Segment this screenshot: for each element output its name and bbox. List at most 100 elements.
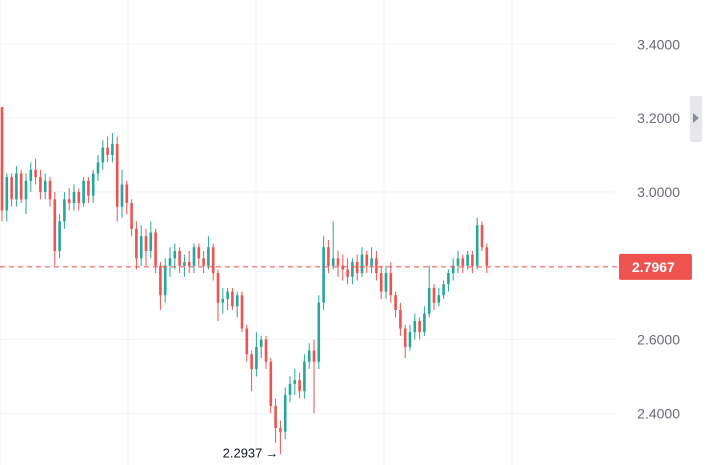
candle-body (250, 354, 253, 370)
candle-body (384, 273, 388, 292)
candle-body (403, 328, 407, 347)
candle-body (63, 199, 66, 222)
candle-body (365, 254, 369, 266)
candle-body (456, 258, 460, 266)
candle-body (379, 273, 383, 292)
candle-body (360, 254, 364, 274)
candle-body (259, 339, 263, 347)
candle-body (130, 202, 133, 229)
candle-body (34, 169, 37, 178)
candle-body (168, 258, 172, 266)
candle-body (72, 191, 76, 203)
candle-body (149, 232, 153, 251)
candle-body (101, 147, 105, 163)
candle-body (115, 143, 119, 207)
candle-body (322, 247, 325, 303)
candle-body (240, 295, 244, 329)
candle-body (192, 247, 196, 266)
candle-body (427, 287, 431, 314)
candle-body (341, 265, 345, 270)
candle-body (154, 232, 157, 266)
candle-body (451, 265, 455, 274)
grid-lines (0, 0, 615, 465)
candle-body (269, 361, 273, 406)
candle-body (394, 295, 397, 310)
candle-body (475, 225, 479, 266)
candle-body (43, 180, 47, 192)
candle-body (67, 199, 71, 203)
low-marker-arrow-icon: → (265, 446, 278, 461)
candle-body (442, 284, 445, 296)
candle-body (15, 173, 18, 200)
candle-body (264, 339, 268, 362)
candle-body (274, 405, 277, 429)
candle-body (139, 236, 143, 259)
candle-body (202, 258, 205, 266)
price-axis: 3.4000 3.2000 3.0000 2.6000 2.4000 (637, 36, 680, 421)
candle-body (375, 258, 378, 274)
candle-body (413, 321, 417, 333)
candle-body (135, 228, 138, 259)
candle-body (351, 262, 354, 277)
candle-body (221, 298, 225, 303)
candle-body (466, 254, 469, 266)
candle-body (317, 302, 321, 362)
candles (0, 107, 489, 454)
candle-body (255, 346, 258, 370)
candle-body (187, 262, 191, 266)
candle-body (144, 236, 148, 251)
candle-body (163, 265, 167, 296)
chevron-right-icon (693, 113, 699, 123)
candle-body (19, 173, 23, 200)
candle-body (231, 291, 234, 307)
candle-body (399, 310, 402, 329)
candle-body (480, 225, 484, 248)
candle-body (125, 184, 129, 203)
y-tick-label: 2.6000 (637, 332, 680, 348)
candle-body (106, 147, 109, 155)
y-tick-label: 2.4000 (637, 405, 680, 421)
candle-body (211, 247, 215, 274)
candle-body (437, 295, 441, 303)
candle-body (336, 258, 340, 266)
candle-body (58, 221, 61, 251)
candle-body (82, 180, 85, 203)
candle-body (418, 321, 421, 333)
candle-body (432, 287, 436, 303)
candle-body (178, 250, 181, 266)
candle-body (0, 107, 4, 211)
candle-body (447, 273, 450, 285)
candle-body (226, 291, 229, 299)
price-scale-toggle[interactable] (690, 96, 702, 142)
candle-body (48, 180, 52, 200)
candle-body (53, 199, 57, 251)
candle-body (283, 394, 287, 432)
candle-body (29, 169, 33, 181)
candle-body (389, 273, 393, 296)
candle-body (471, 254, 474, 266)
candle-body (303, 361, 306, 392)
candle-body (183, 262, 186, 266)
candle-body (91, 173, 95, 196)
y-tick-label: 3.4000 (637, 36, 680, 52)
candle-body (423, 313, 426, 333)
candle-body (293, 380, 297, 384)
candle-body (5, 177, 9, 211)
candle-body (235, 295, 239, 307)
candle-body (173, 250, 177, 259)
candle-body (288, 383, 292, 395)
candle-body (77, 191, 81, 203)
candle-body (197, 247, 201, 259)
candle-body (111, 143, 114, 155)
candle-body (10, 177, 13, 200)
candle-body (159, 265, 162, 296)
candle-body (331, 258, 335, 266)
candle-body (207, 247, 210, 266)
candle-body (408, 332, 412, 347)
candle-body (120, 184, 124, 207)
candle-body (312, 350, 316, 362)
y-tick-label: 3.0000 (637, 184, 680, 200)
current-price-label-bg (619, 253, 692, 280)
candle-body (298, 380, 301, 392)
